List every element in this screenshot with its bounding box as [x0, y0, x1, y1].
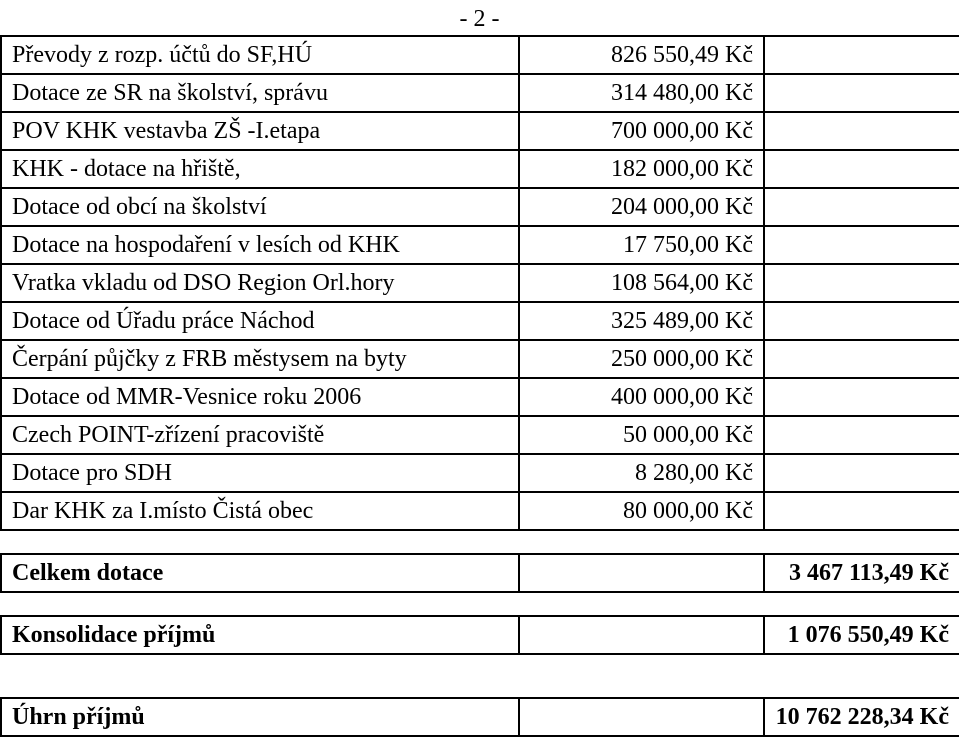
page-number: - 2 -: [0, 0, 959, 35]
summary-row: Celkem dotace 3 467 113,49 Kč: [1, 554, 959, 592]
row-extra: [764, 74, 959, 112]
table-row: Vratka vkladu od DSO Region Orl.hory 108…: [1, 264, 959, 302]
table-row: Dotace od obcí na školství 204 000,00 Kč: [1, 188, 959, 226]
table-row: Dotace ze SR na školství, správu 314 480…: [1, 74, 959, 112]
spacer-row: [1, 530, 959, 554]
summary-extra: 1 076 550,49 Kč: [764, 616, 959, 654]
table-row: Převody z rozp. účtů do SF,HÚ 826 550,49…: [1, 36, 959, 74]
row-extra: [764, 340, 959, 378]
row-extra: [764, 112, 959, 150]
row-value: 204 000,00 Kč: [519, 188, 764, 226]
row-label: Čerpání půjčky z FRB městysem na byty: [1, 340, 519, 378]
row-value: 50 000,00 Kč: [519, 416, 764, 454]
row-label: Dotace od MMR-Vesnice roku 2006: [1, 378, 519, 416]
row-label: Dotace pro SDH: [1, 454, 519, 492]
row-extra: [764, 188, 959, 226]
finance-table: Převody z rozp. účtů do SF,HÚ 826 550,49…: [0, 35, 959, 737]
row-label: KHK - dotace na hřiště,: [1, 150, 519, 188]
total-label: Úhrn příjmů: [1, 698, 519, 736]
row-extra: [764, 378, 959, 416]
row-extra: [764, 264, 959, 302]
row-value: 700 000,00 Kč: [519, 112, 764, 150]
table-row: KHK - dotace na hřiště, 182 000,00 Kč: [1, 150, 959, 188]
row-label: POV KHK vestavba ZŠ -I.etapa: [1, 112, 519, 150]
row-value: 182 000,00 Kč: [519, 150, 764, 188]
row-label: Převody z rozp. účtů do SF,HÚ: [1, 36, 519, 74]
row-value: 314 480,00 Kč: [519, 74, 764, 112]
table-row: Dotace pro SDH 8 280,00 Kč: [1, 454, 959, 492]
row-value: 400 000,00 Kč: [519, 378, 764, 416]
row-value: 17 750,00 Kč: [519, 226, 764, 264]
table-row: Dotace od MMR-Vesnice roku 2006 400 000,…: [1, 378, 959, 416]
summary-row: Konsolidace příjmů 1 076 550,49 Kč: [1, 616, 959, 654]
row-extra: [764, 416, 959, 454]
summary-value: [519, 616, 764, 654]
row-extra: [764, 302, 959, 340]
row-value: 325 489,00 Kč: [519, 302, 764, 340]
row-extra: [764, 454, 959, 492]
row-value: 250 000,00 Kč: [519, 340, 764, 378]
table-row: Czech POINT-zřízení pracoviště 50 000,00…: [1, 416, 959, 454]
row-label: Dotace na hospodaření v lesích od KHK: [1, 226, 519, 264]
row-extra: [764, 36, 959, 74]
summary-label: Konsolidace příjmů: [1, 616, 519, 654]
row-label: Czech POINT-zřízení pracoviště: [1, 416, 519, 454]
table-row: POV KHK vestavba ZŠ -I.etapa 700 000,00 …: [1, 112, 959, 150]
table-row: Čerpání půjčky z FRB městysem na byty 25…: [1, 340, 959, 378]
summary-extra: 3 467 113,49 Kč: [764, 554, 959, 592]
row-value: 826 550,49 Kč: [519, 36, 764, 74]
row-extra: [764, 492, 959, 530]
row-value: 108 564,00 Kč: [519, 264, 764, 302]
table-row: Dotace od Úřadu práce Náchod 325 489,00 …: [1, 302, 959, 340]
table-row: Dar KHK za I.místo Čistá obec 80 000,00 …: [1, 492, 959, 530]
spacer-row: [1, 592, 959, 616]
row-extra: [764, 150, 959, 188]
row-extra: [764, 226, 959, 264]
row-label: Vratka vkladu od DSO Region Orl.hory: [1, 264, 519, 302]
spacer-row: [1, 654, 959, 698]
row-label: Dotace ze SR na školství, správu: [1, 74, 519, 112]
total-row: Úhrn příjmů 10 762 228,34 Kč: [1, 698, 959, 736]
row-label: Dotace od Úřadu práce Náchod: [1, 302, 519, 340]
row-label: Dar KHK za I.místo Čistá obec: [1, 492, 519, 530]
summary-label: Celkem dotace: [1, 554, 519, 592]
row-value: 8 280,00 Kč: [519, 454, 764, 492]
row-label: Dotace od obcí na školství: [1, 188, 519, 226]
total-value: [519, 698, 764, 736]
table-row: Dotace na hospodaření v lesích od KHK 17…: [1, 226, 959, 264]
total-extra: 10 762 228,34 Kč: [764, 698, 959, 736]
summary-value: [519, 554, 764, 592]
row-value: 80 000,00 Kč: [519, 492, 764, 530]
